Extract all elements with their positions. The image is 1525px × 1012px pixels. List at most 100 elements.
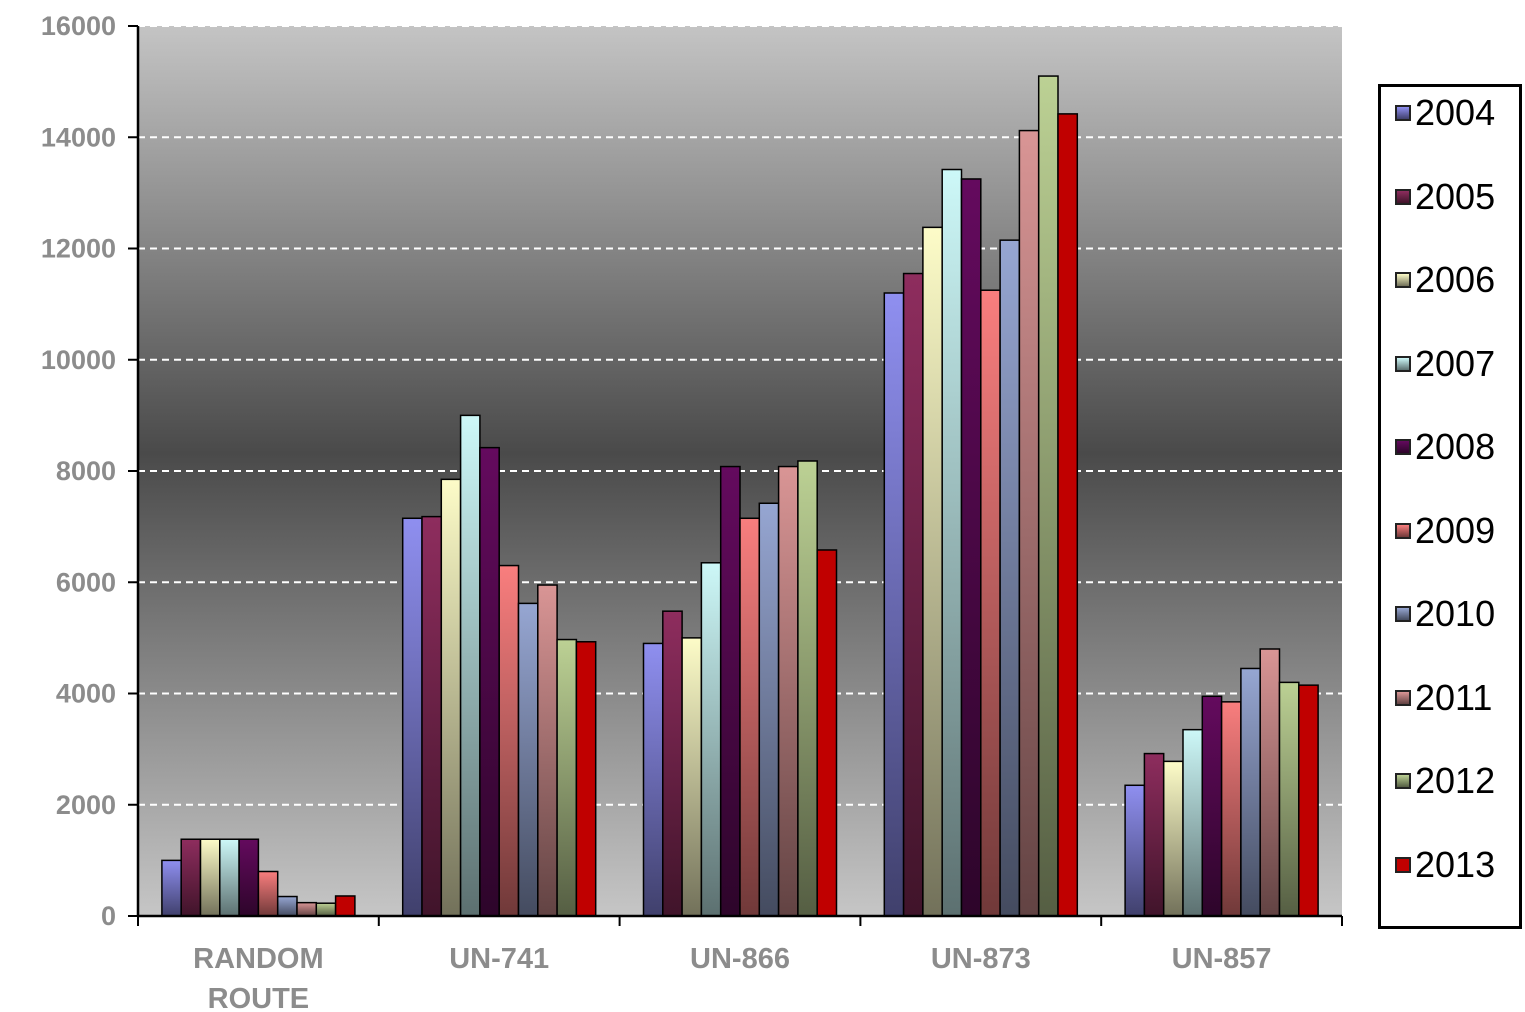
bar-2004-un-866 <box>642 642 664 917</box>
y-tick-label: 12000 <box>41 234 116 264</box>
bar-2007-random-route <box>219 838 240 917</box>
legend-label: 2013 <box>1415 843 1496 885</box>
bar-2009-un-741 <box>498 564 520 917</box>
bar-2010-un-866 <box>758 502 780 917</box>
bar-2013-un-873 <box>1057 113 1079 917</box>
y-tick-label: 10000 <box>41 345 116 375</box>
bar-2006-un-857 <box>1162 760 1184 917</box>
bar-2006-un-873 <box>922 226 943 917</box>
x-category-label: UN-866 <box>690 943 790 975</box>
bar-2004-un-873 <box>883 292 905 917</box>
legend-item-2012: 2012 <box>1395 761 1495 801</box>
bar-2009-un-857 <box>1220 701 1242 917</box>
legend-item-2007: 2007 <box>1395 342 1496 384</box>
bar-2012-un-741 <box>556 638 578 917</box>
bar-2008-un-857 <box>1201 695 1223 917</box>
bar-2012-un-857 <box>1278 681 1300 917</box>
legend-swatch <box>1395 856 1411 873</box>
legend-label: 2004 <box>1415 92 1496 133</box>
y-axis-labels: 0 2000 4000 6000 8000 10000 12000 14000 16000 <box>41 11 138 931</box>
bar-2012-un-873 <box>1037 75 1059 917</box>
bar-2011-un-857 <box>1259 648 1281 917</box>
bar-2008-un-873 <box>960 178 982 917</box>
legend-label: 2010 <box>1415 593 1496 634</box>
bar-2009-random-route <box>257 870 279 917</box>
legend-label: 2007 <box>1415 342 1496 384</box>
y-tick-label: 16000 <box>41 11 116 41</box>
legend-swatch <box>1395 355 1411 372</box>
legend-swatch <box>1395 606 1411 622</box>
legend-label: 2011 <box>1415 676 1493 718</box>
x-category-label: ROUTE <box>208 983 310 1012</box>
legend-label: 2009 <box>1415 509 1496 551</box>
x-axis-labels: RANDOM ROUTE UN-741 UN-866 UN-873 UN-857 <box>193 943 1271 1012</box>
bar-2005-un-866 <box>662 610 683 917</box>
legend-label: 2006 <box>1415 259 1496 300</box>
bar-2010-un-873 <box>999 239 1021 917</box>
legend-swatch <box>1395 522 1411 539</box>
legend-item-2005: 2005 <box>1395 175 1496 217</box>
bar-2004-random-route <box>161 859 182 917</box>
bar-2004-un-741 <box>401 517 423 917</box>
legend-label: 2012 <box>1415 760 1496 801</box>
x-category-label: UN-873 <box>931 943 1031 975</box>
y-tick-label: 14000 <box>41 122 116 152</box>
bar-2005-un-857 <box>1143 752 1165 917</box>
bar-2013-random-route <box>334 895 356 917</box>
bar-2007-un-741 <box>459 414 481 917</box>
y-tick-label: 2000 <box>56 790 116 820</box>
bar-2008-un-866 <box>719 465 741 917</box>
bar-2011-un-741 <box>537 584 558 917</box>
legend-swatch <box>1395 272 1411 288</box>
bar-2009-un-873 <box>980 289 1001 917</box>
legend-item-2004: 2004 <box>1395 93 1495 133</box>
bars <box>161 75 1319 917</box>
bar-2006-un-866 <box>681 637 703 917</box>
bar-2013-un-866 <box>816 549 838 917</box>
bar-2007-un-857 <box>1182 728 1204 917</box>
legend-swatch <box>1395 188 1411 205</box>
bar-2007-un-873 <box>941 168 963 917</box>
bar-2012-random-route <box>315 902 337 917</box>
bar-2013-un-741 <box>575 641 597 917</box>
bar-2006-un-741 <box>440 478 462 917</box>
bar-2005-random-route <box>180 838 202 917</box>
bar-2011-random-route <box>296 901 318 917</box>
legend-swatch <box>1395 439 1411 455</box>
legend-swatch <box>1395 105 1411 121</box>
y-tick-label: 6000 <box>56 567 116 597</box>
legend: 2004 2005 2006 2007 2008 2009 2010 2011 2012 2013 <box>1378 84 1522 929</box>
x-category-label: RANDOM <box>193 943 324 975</box>
bar-2011-un-866 <box>777 465 799 917</box>
legend-swatch <box>1395 773 1411 789</box>
bar-2007-un-866 <box>700 562 722 917</box>
y-tick-label: 4000 <box>56 679 116 709</box>
legend-swatch <box>1395 689 1411 706</box>
bar-2010-un-741 <box>517 602 539 917</box>
bar-2009-un-866 <box>739 517 761 917</box>
x-category-label: UN-741 <box>449 943 549 975</box>
legend-label: 2005 <box>1415 175 1496 217</box>
legend-label: 2008 <box>1415 426 1496 467</box>
bar-2008-random-route <box>238 838 260 917</box>
y-tick-label: 0 <box>101 901 116 931</box>
bar-2010-random-route <box>276 895 298 917</box>
legend-item-2011: 2011 <box>1395 676 1493 718</box>
bar-2010-un-857 <box>1240 667 1261 917</box>
bar-2005-un-741 <box>421 515 443 917</box>
x-category-label: UN-857 <box>1172 943 1272 975</box>
bar-2006-random-route <box>199 838 221 917</box>
legend-item-2013: 2013 <box>1395 843 1496 885</box>
legend-item-2009: 2009 <box>1395 509 1496 551</box>
y-tick-label: 8000 <box>56 456 116 486</box>
bar-2008-un-741 <box>479 446 500 917</box>
bar-2004-un-857 <box>1124 784 1146 917</box>
legend-item-2006: 2006 <box>1395 260 1495 300</box>
legend-item-2008: 2008 <box>1395 427 1495 467</box>
bar-2012-un-866 <box>797 460 818 917</box>
bar-2013-un-857 <box>1298 684 1319 917</box>
bar-2005-un-873 <box>902 272 924 917</box>
legend-item-2010: 2010 <box>1395 594 1495 634</box>
bar-2011-un-873 <box>1018 129 1040 917</box>
